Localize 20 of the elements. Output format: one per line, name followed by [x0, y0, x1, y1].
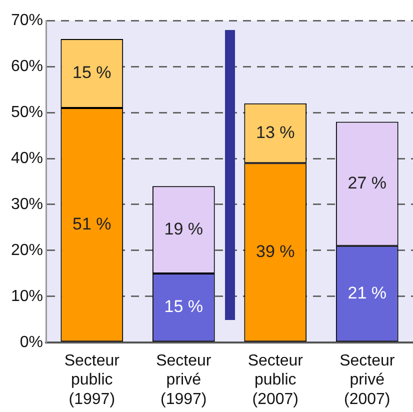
y-tick-label: 30% — [10, 196, 44, 213]
data-label: 19 % — [164, 219, 204, 238]
x-tick-label: Secteur public (2007) — [248, 352, 304, 408]
y-tick-label: 70% — [10, 12, 44, 30]
data-label: 39 % — [256, 242, 295, 262]
x-tick-label: Secteur privé (1997) — [156, 352, 212, 408]
y-tick-label: 0% — [20, 334, 44, 351]
y-tick-label: 50% — [10, 104, 44, 121]
x-tick-label: Secteur public (1997) — [64, 352, 120, 408]
data-label: 21 % — [348, 283, 387, 302]
data-label: 15 % — [164, 297, 204, 316]
y-tick-label: 40% — [10, 150, 44, 167]
y-tick-label: 60% — [10, 58, 44, 75]
data-label: 27 % — [348, 173, 387, 192]
y-tick-label: 10% — [10, 288, 44, 305]
y-tick-label: 20% — [10, 242, 44, 259]
data-label: 15 % — [72, 63, 112, 82]
data-label: 51 % — [72, 214, 112, 234]
data-label: 13 % — [256, 122, 295, 142]
x-tick-label: Secteur privé (2007) — [340, 352, 396, 408]
